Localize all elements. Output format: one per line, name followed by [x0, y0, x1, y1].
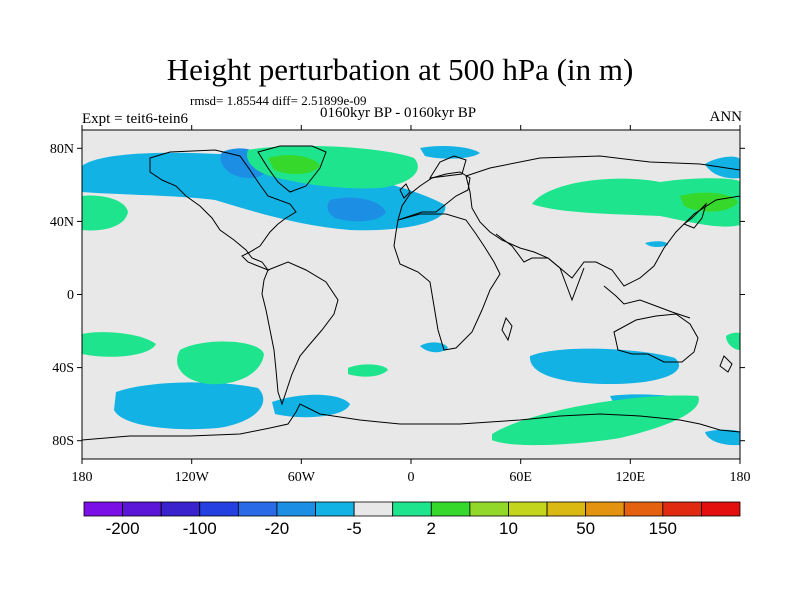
coastline-asia [465, 155, 740, 287]
y-tick-label: 40N [50, 215, 74, 230]
coastline-madagascar [501, 316, 513, 342]
colorbar-label: 150 [649, 519, 677, 538]
negative-region-south-atlantic [272, 394, 350, 418]
x-axis-labels: 180 120W 60W 0 60E 120E 180 [72, 470, 751, 485]
coastlines [82, 145, 740, 441]
colorbar-swatch [353, 501, 394, 517]
colorbar-swatch [315, 501, 355, 517]
positive-region-south-pacific-west [82, 332, 156, 357]
coastline-japan [682, 202, 708, 229]
coastline-greenland [257, 145, 327, 193]
coastline-africa [393, 213, 501, 351]
y-tick-label: 40S [52, 361, 74, 376]
colorbar-label: -100 [183, 519, 217, 538]
colorbar-label: -20 [265, 519, 290, 538]
negative-region-arctic-east [420, 145, 480, 159]
coastline-north-america [149, 149, 297, 272]
colorbar-label: 2 [427, 519, 436, 538]
positive-region-north-pacific-west [82, 195, 128, 231]
colorbar-swatch [199, 501, 239, 517]
coastline-antarctica [82, 403, 740, 441]
negative-region-cape-horn [420, 342, 448, 353]
colorbar-label: 50 [576, 519, 595, 538]
negative-region-atlantic-core [327, 197, 386, 222]
negative-region-east-asia [645, 241, 668, 248]
colorbar-swatch [546, 501, 587, 517]
colorbar [83, 501, 741, 517]
colorbar-swatch [237, 501, 278, 517]
positive-region-south-atlantic [348, 364, 388, 377]
positive-region-north-pacific-core [680, 192, 738, 212]
stats-text: rmsd= 1.85544 diff= 2.51899e-09 [190, 93, 367, 108]
period-label: 0160kyr BP - 0160kyr BP [320, 105, 477, 121]
colorbar-swatch [701, 501, 741, 517]
figure-title: Height perturbation at 500 hPa (in m) [166, 52, 634, 87]
positive-region-south-indian [726, 332, 740, 350]
x-tick-label: 180 [72, 470, 93, 485]
positive-region-eurasia [532, 178, 740, 227]
season-label: ANN [709, 109, 743, 125]
colorbar-swatch [508, 501, 548, 517]
x-tick-label: 120E [616, 470, 646, 485]
colorbar-swatch [623, 501, 664, 517]
negative-region-south-pacific [114, 382, 264, 430]
colorbar-swatch [160, 501, 201, 517]
coastline-arabia-india [495, 233, 585, 302]
negative-region-indian-ocean [529, 348, 680, 384]
x-tick-label: 60E [509, 470, 532, 485]
colorbar-swatch [122, 501, 162, 517]
axis-ticks [77, 125, 745, 464]
x-tick-label: 60W [288, 470, 316, 485]
y-tick-label: 80S [52, 434, 74, 449]
y-tick-label: 80N [50, 142, 74, 157]
coastline-australia [613, 313, 699, 363]
colorbar-labels: -200 -100 -20 -5 2 10 50 150 [106, 519, 677, 538]
coastline-europe [397, 171, 471, 221]
coastline-new-zealand [719, 355, 733, 373]
x-tick-label: 180 [730, 470, 751, 485]
colorbar-swatch [430, 501, 471, 517]
coastline-southeast-asia [603, 285, 691, 319]
positive-region-south-pacific-central [177, 341, 264, 385]
positive-region-greenland-core [268, 155, 320, 175]
positive-region-southern-ocean-east [492, 395, 699, 446]
colorbar-label: 10 [499, 519, 518, 538]
coastline-south-america [261, 261, 339, 406]
coastline-scandinavia [429, 155, 467, 179]
y-tick-label: 0 [67, 288, 74, 303]
colorbar-swatch [662, 501, 702, 517]
colorbar-swatch [276, 501, 316, 517]
colorbar-label: -200 [106, 519, 140, 538]
negative-region-antarctic-pacific [705, 429, 740, 446]
colorbar-swatch [469, 501, 509, 517]
colorbar-swatch [392, 501, 432, 517]
colorbar-label: -5 [347, 519, 362, 538]
y-axis-labels: 80N 40N 0 40S 80S [50, 142, 74, 449]
x-tick-label: 120W [175, 470, 210, 485]
colorbar-swatch [83, 501, 123, 517]
experiment-label: Expt = teit6-tein6 [82, 111, 188, 127]
coastline-uk [399, 183, 411, 199]
x-tick-label: 0 [408, 470, 415, 485]
colorbar-swatch [585, 501, 625, 517]
